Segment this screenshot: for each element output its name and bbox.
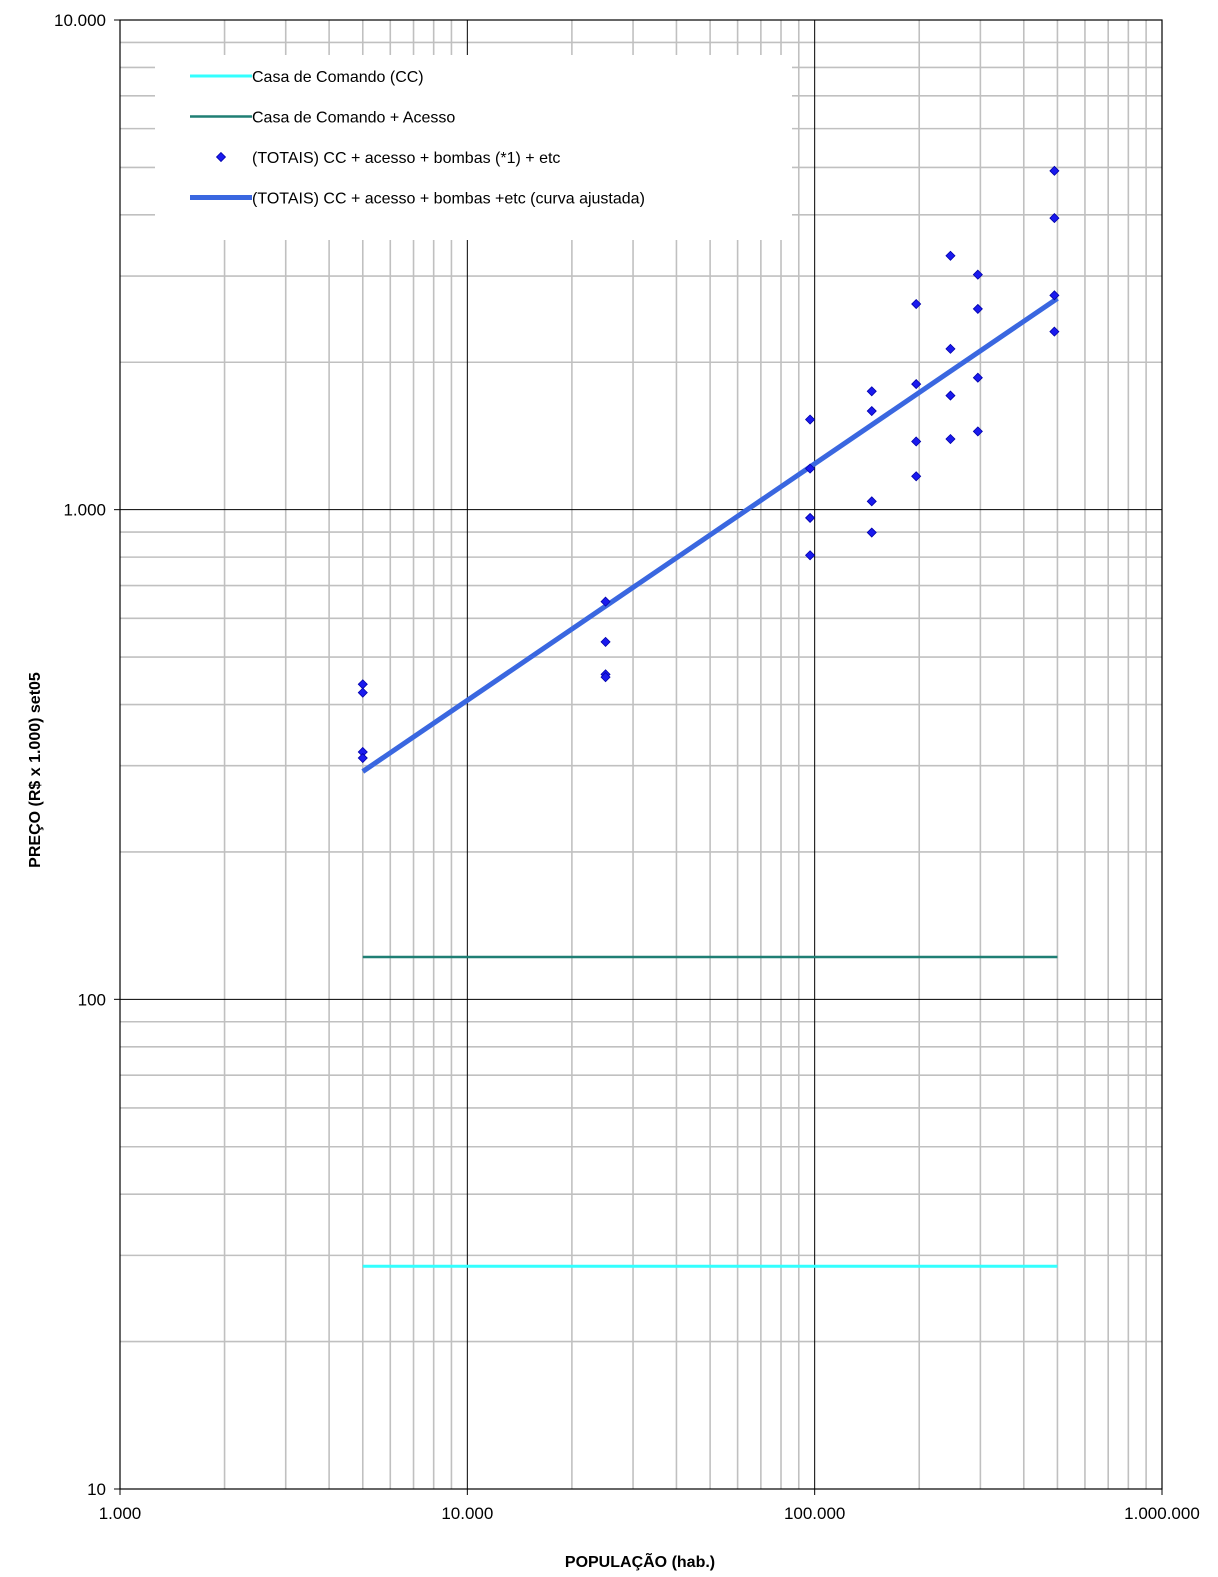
data-point [600,596,611,607]
x-tick-label: 1.000 [99,1504,142,1523]
legend-box [155,55,792,240]
data-point [911,379,922,390]
data-point [357,752,368,764]
data-point [911,298,922,310]
data-point [972,269,983,280]
data-point [945,250,956,261]
legend-label: Casa de Comando + Acesso [252,110,455,127]
data-point [972,426,983,437]
legend-label: (TOTAIS) CC + acesso + bombas +etc (curv… [252,191,645,208]
series-line-4 [361,296,1059,774]
y-tick-label: 10.000 [54,11,106,30]
data-point [945,390,956,401]
data-point [945,343,956,354]
y-tick-label: 10 [87,1480,106,1499]
data-point [805,512,816,523]
y-tick-label: 100 [78,990,106,1009]
plot-area [120,20,1162,1489]
x-tick-label: 1.000.000 [1124,1504,1200,1523]
data-point [600,636,611,647]
plot-grid [119,19,1163,1490]
data-point [600,672,611,683]
data-point [972,372,983,383]
series-layer [357,165,1060,1268]
data-point [805,463,816,474]
legend: Casa de Comando (CC) Casa de Comando + Ac… [155,55,792,240]
data-point [1049,326,1060,337]
data-point [911,436,922,447]
legend-label: (TOTAIS) CC + acesso + bombas (*1) + etc [252,150,560,167]
x-tick-label: 100.000 [784,1504,845,1523]
data-point [945,433,956,445]
x-axis-title: POPULAÇÃO (hab.) [565,1551,715,1571]
legend-label: Casa de Comando (CC) [252,69,424,86]
data-point [866,405,877,417]
data-point [972,303,983,315]
data-point [866,386,877,397]
plot-axes [114,19,1163,1495]
data-point [1049,165,1060,176]
data-point [866,496,877,507]
x-tick-label: 10.000 [441,1504,493,1523]
y-tick-label: 1.000 [63,501,106,520]
plot-border [119,19,1163,1490]
y-axis-title: PREÇO (R$ x 1.000) set05 [27,672,44,868]
data-point [805,414,816,425]
data-point [866,527,877,538]
data-point [357,687,368,698]
legend-swatch-marker [215,151,227,163]
tick-labels: 1.000 10.000 100.000 1.000.000 10 100 1.000 10.… [54,11,1200,1523]
data-point [1049,213,1060,224]
data-point [805,550,816,561]
data-point [911,471,922,482]
data-point [1049,290,1060,301]
